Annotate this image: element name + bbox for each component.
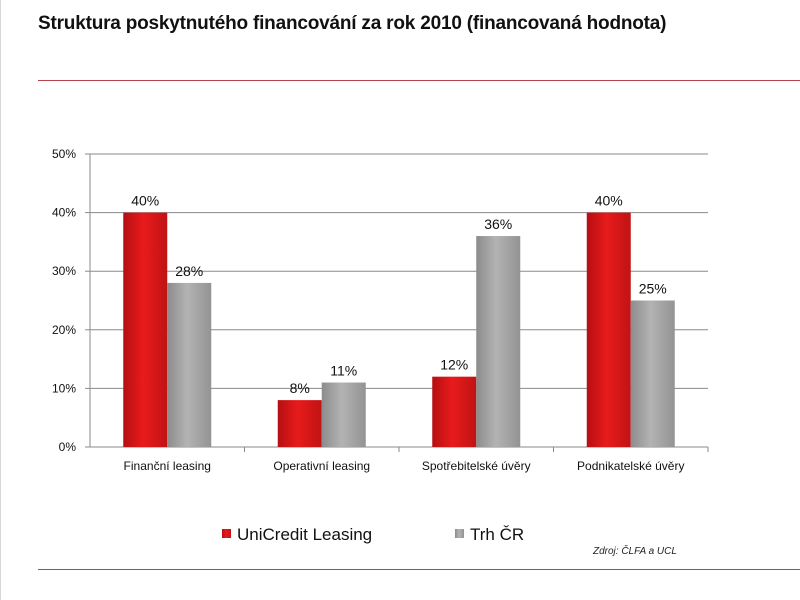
data-label: 40% xyxy=(595,193,623,209)
left-edge-line xyxy=(0,0,1,600)
data-label: 8% xyxy=(290,380,310,396)
legend-label: UniCredit Leasing xyxy=(237,525,372,544)
x-tick-label: Operativní leasing xyxy=(273,459,370,473)
data-label: 11% xyxy=(330,363,357,379)
bar-unicredit xyxy=(277,400,322,447)
data-labels: 40% 28% 8% 11% 12% 36% 40% 25% xyxy=(131,193,667,397)
bar-trh xyxy=(630,300,675,447)
y-tick-label: 40% xyxy=(52,206,76,220)
source-note: Zdroj: ČLFA a UCL xyxy=(593,546,677,557)
bar-trh xyxy=(476,236,521,447)
y-tick-label: 0% xyxy=(59,440,77,454)
x-tick-label: Spotřebitelské úvěry xyxy=(422,459,531,473)
legend: UniCredit Leasing Trh ČR xyxy=(222,525,524,544)
bottom-divider xyxy=(38,569,800,570)
data-label: 12% xyxy=(440,357,468,373)
bar-trh xyxy=(321,382,366,447)
bar-unicredit xyxy=(123,212,168,447)
legend-swatch xyxy=(222,529,231,538)
y-tick-label: 10% xyxy=(52,381,76,395)
bar-unicredit xyxy=(586,212,631,447)
legend-swatch xyxy=(455,529,464,538)
data-label: 36% xyxy=(484,216,512,232)
top-divider xyxy=(38,80,800,81)
data-label: 28% xyxy=(175,263,203,279)
x-tick-label: Finanční leasing xyxy=(124,459,211,473)
data-label: 25% xyxy=(639,281,667,297)
slide-title: Struktura poskytnutého financování za ro… xyxy=(38,13,667,34)
y-tick-label: 30% xyxy=(52,264,76,278)
y-tick-label: 20% xyxy=(52,323,76,337)
data-label: 40% xyxy=(131,193,159,209)
y-tick-label: 50% xyxy=(52,147,76,161)
bar-unicredit xyxy=(432,376,477,447)
x-tick-label: Podnikatelské úvěry xyxy=(577,459,684,473)
bar-trh xyxy=(167,282,212,447)
bars xyxy=(123,212,675,447)
legend-label: Trh ČR xyxy=(470,525,524,544)
